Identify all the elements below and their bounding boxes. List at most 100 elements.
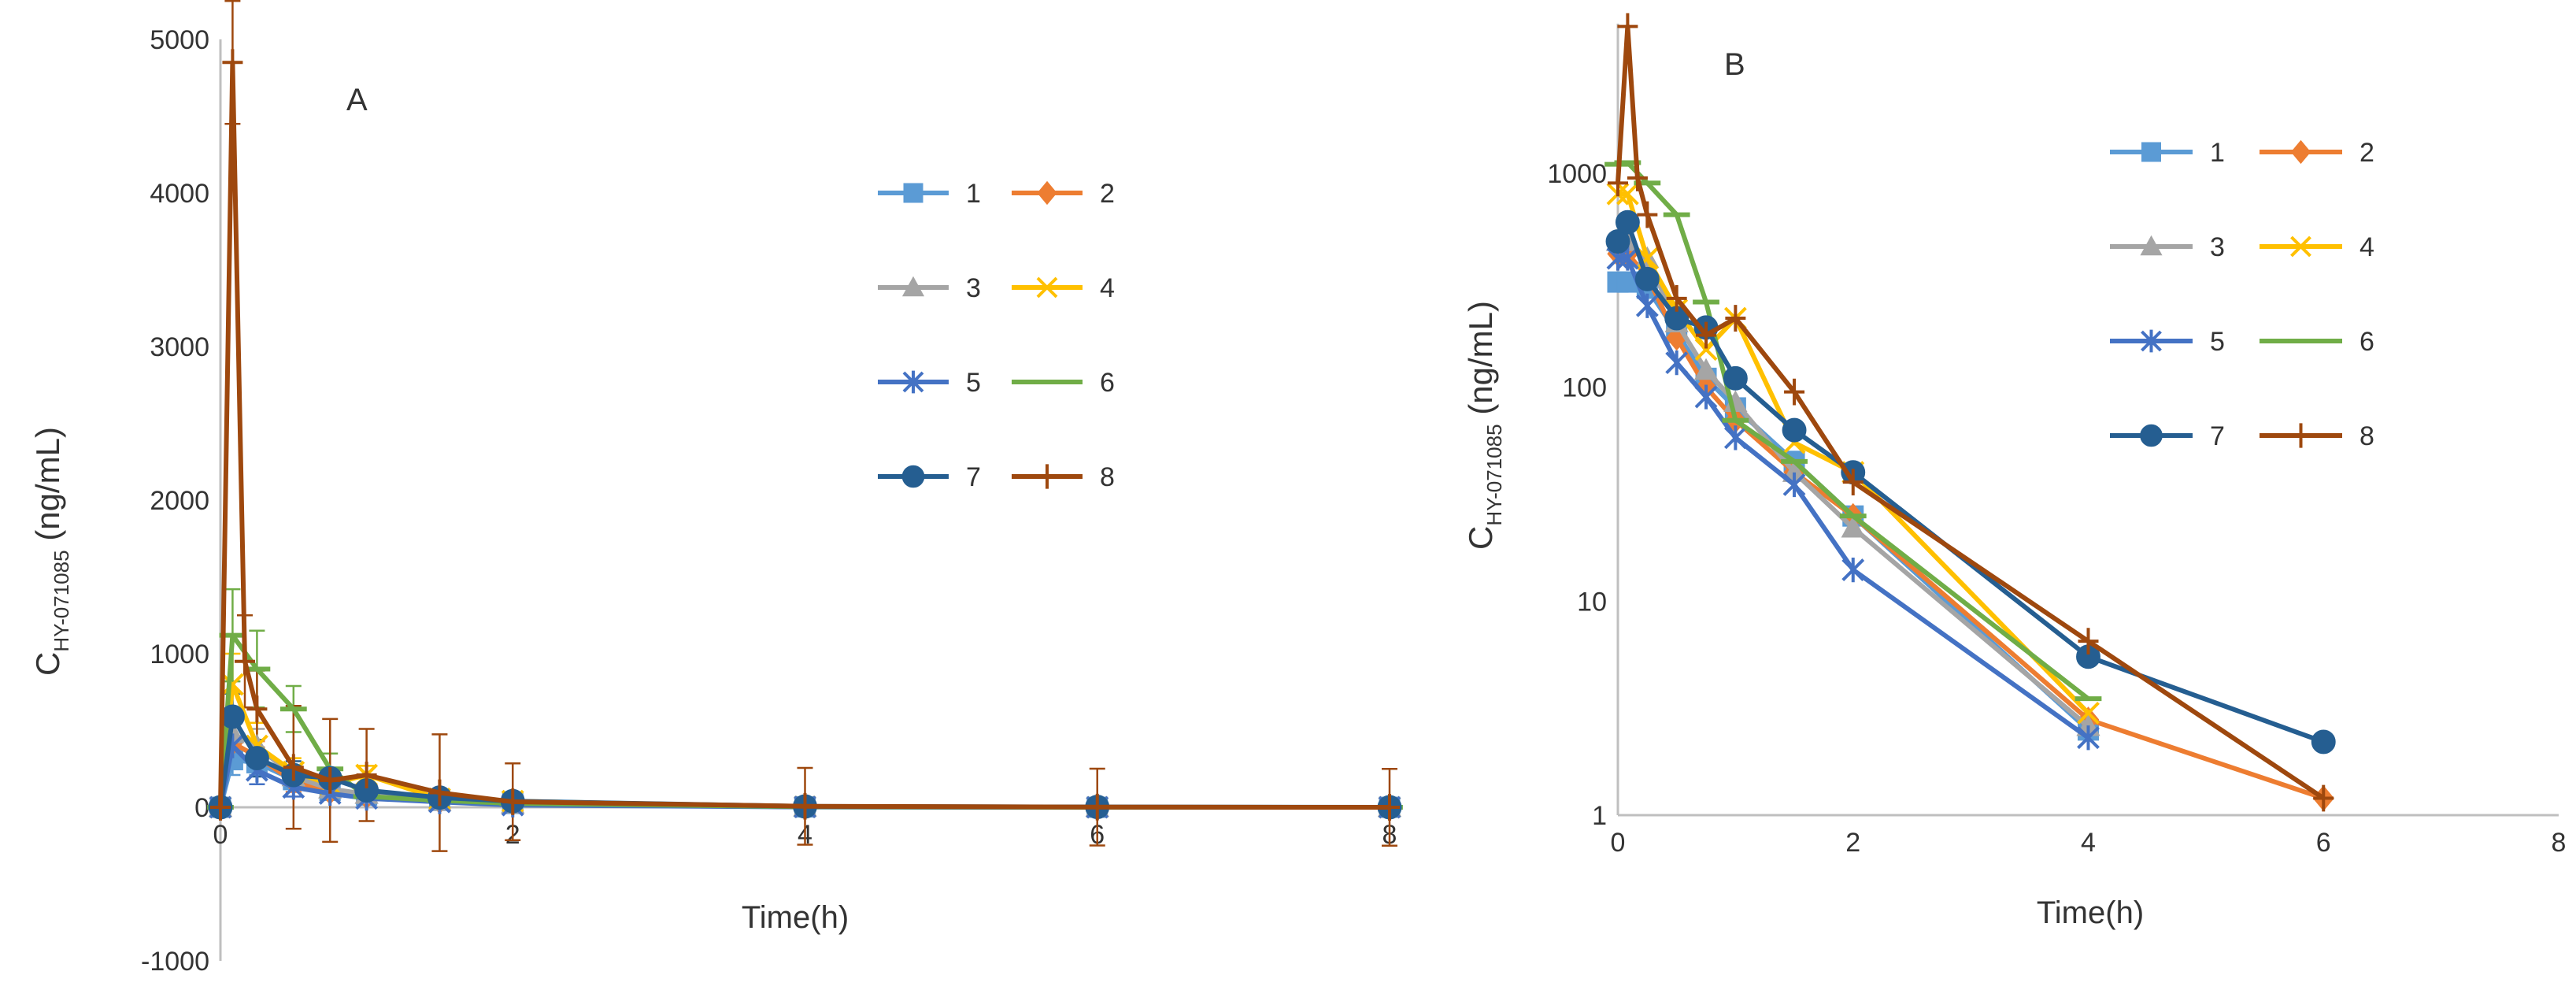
x-tick-label: 6 [2316,828,2331,858]
y-axis-title-subscript: HY-071085 [1482,424,1506,525]
legend-marker-5 [902,370,924,394]
x-tick-label: 0 [1611,828,1626,858]
x-tick-label: 8 [2552,828,2567,858]
series-4-point [1616,182,1639,206]
chart-panel-a: -1000 0 1000 2000 3000 4000 5000 0 2 4 6 8 Time(h) CH… [29,0,1403,977]
y-axis-title-units: (ng/mL) [29,427,66,550]
series-8-point [356,762,377,788]
series-8-point [1627,165,1648,191]
series-8-point [246,695,268,723]
legend-marker-1 [2141,142,2161,162]
y-axis-title: CHY-071085 (ng/mL) [1462,301,1506,550]
series-8-point [1784,378,1805,406]
x-axis-title: Time(h) [742,900,849,935]
y-tick-label: -1000 [141,947,209,977]
y-tick-label: 3000 [150,332,209,362]
series-3-point [1841,515,1865,538]
legend-label-2: 2 [2359,138,2374,168]
series-8-point [794,792,816,820]
series-7-point [1782,417,1807,443]
legend-marker-4 [1036,276,1058,298]
series-5-point [1694,384,1718,410]
series-1-point [1616,271,1638,293]
series-8-point [502,788,524,815]
y-tick-label: 5000 [150,25,209,55]
series-4-point [2077,701,2100,725]
legend-label-2: 2 [1100,179,1115,209]
series-7-point [1723,365,1748,391]
y-axis-title: CHY-071085 (ng/mL) [29,427,73,676]
y-tick-label: 1000 [1547,159,1607,189]
legend-marker-7 [901,465,925,488]
series-7-point [1605,229,1630,254]
series-8-point [1842,469,1864,496]
series-5-point [1841,558,1865,583]
legend-marker-3 [901,276,925,297]
legend-marker-7 [2140,424,2163,447]
legend-label-8: 8 [1100,462,1115,492]
series-8-point [222,49,243,76]
series-8-point [1608,169,1628,197]
series-8-point [429,779,450,806]
x-tick-label: 0 [213,820,228,850]
series-7-point [1634,266,1660,291]
legend-marker-8 [2291,423,2311,448]
series-5-point [2077,725,2100,751]
series-5-point [1635,293,1659,318]
y-tick-label: 4000 [150,179,209,209]
series-8-point [2078,628,2099,655]
series-5-point [1665,350,1689,376]
series-7-point [244,746,269,771]
y-tick-label: 1 [1592,801,1607,831]
x-tick-label: 2 [1845,828,1860,858]
legend-label-6: 6 [2359,327,2374,357]
chart-panel-b: 1 10 100 1000 0 2 4 6 8 Time(h) CHY-071085 (ng/mL)… [1462,13,2566,930]
legend-label-7: 7 [2210,421,2225,451]
panel-label: A [346,83,368,117]
series-8-point [210,794,231,821]
legend-marker-4 [2290,235,2311,258]
legend-label-8: 8 [2359,421,2374,451]
y-axis-title-main: C [29,652,66,676]
legend-marker-2 [2290,139,2311,165]
legend-marker-5 [2141,329,2162,353]
series-8-point [234,647,255,675]
series-8-point [1666,284,1687,312]
series-8-point [1725,305,1746,332]
legend-label-7: 7 [966,462,981,492]
series-5-point [1782,472,1806,498]
y-tick-label: 2000 [150,486,209,516]
y-tick-label: 0 [194,793,209,823]
series-8-point [1379,794,1400,821]
series-3-point [1693,358,1719,380]
legend-marker-1 [903,183,923,203]
legend-label-4: 4 [1100,273,1115,303]
series-8-point [320,766,341,794]
legend-label-5: 5 [966,368,981,398]
panel-label: B [1724,47,1745,82]
legend-label-4: 4 [2359,232,2374,262]
x-tick-label: 4 [2081,828,2096,858]
series-7-point [1615,209,1640,235]
series-5-point [1723,425,1747,451]
legend-label-3: 3 [966,273,981,303]
y-axis-title-main: C [1462,526,1499,550]
series-8-point [1617,13,1638,40]
legend-label-3: 3 [2210,232,2225,262]
legend-marker-3 [2140,235,2163,256]
y-tick-label: 10 [1577,587,1607,617]
legend-marker-2 [1037,180,1057,206]
y-axis-title-subscript: HY-071085 [50,550,73,651]
series-4-point [220,673,244,696]
legend-marker-8 [1038,464,1057,489]
series-8-point [1086,793,1108,821]
y-tick-label: 100 [1562,373,1607,403]
legend-label-1: 1 [2210,138,2225,168]
y-tick-label: 1000 [150,640,209,669]
legend-label-5: 5 [2210,327,2225,357]
series-8-point [283,754,304,781]
series-8-line [218,60,1390,810]
legend-label-6: 6 [1100,368,1115,398]
legend-label-1: 1 [966,179,981,209]
